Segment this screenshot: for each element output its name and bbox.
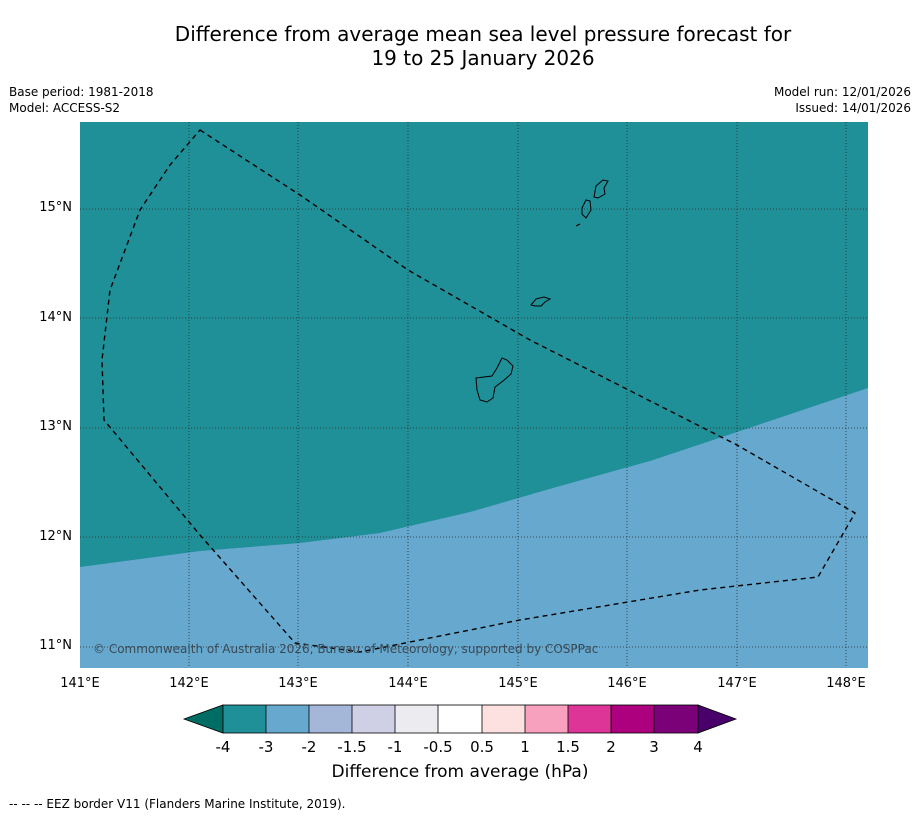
meta-left: Base period: 1981-2018 Model: ACCESS-S2: [9, 84, 154, 116]
colorbar-tick: 1: [520, 738, 530, 756]
title-line-2: 19 to 25 January 2026: [371, 46, 595, 70]
colorbar-bin-0-5-to-1: [482, 705, 525, 733]
model-run-text: Model run: 12/01/2026: [773, 85, 911, 99]
colorbar-tick: 4: [693, 738, 703, 756]
colorbar-bin-3-to-4: [654, 705, 698, 733]
colorbar-bin-minus4-to-minus3: [223, 705, 266, 733]
lat-label-14n: 14°N: [39, 310, 72, 325]
lon-label-144e: 144°E: [388, 676, 428, 691]
lon-label-147e: 147°E: [717, 676, 757, 691]
colorbar-bin-1-5-to-2: [568, 705, 611, 733]
colorbar-tick: -3: [258, 738, 274, 756]
lat-label-11n: 11°N: [39, 638, 72, 653]
eez-border: [101, 129, 856, 653]
meta-right: Model run: 12/01/2026 Issued: 14/01/2026: [774, 84, 911, 116]
tinian-island: [581, 199, 592, 219]
lat-label-13n: 13°N: [39, 419, 72, 434]
saipan-island: [593, 179, 609, 199]
colorbar-tick: 1.5: [556, 738, 580, 756]
colorbar-bin-minus2-to-minus1-5: [309, 705, 352, 733]
lon-label-141e: 141°E: [60, 676, 100, 691]
colorbar-tick: 0.5: [470, 738, 494, 756]
colorbar-tick: -1: [387, 738, 403, 756]
base-period-text: Base period: 1981-2018: [9, 85, 154, 99]
colorbar-tick: -4: [215, 738, 231, 756]
lon-label-146e: 146°E: [607, 676, 647, 691]
colorbar-tick: -0.5: [423, 738, 453, 756]
colorbar-bin-minus0-5-to-0-5: [438, 705, 482, 733]
colorbar-bin-minus1-to-minus0-5: [395, 705, 438, 733]
chart-title: Difference from average mean sea level p…: [80, 22, 886, 70]
lon-label-142e: 142°E: [169, 676, 209, 691]
lat-label-15n: 15°N: [39, 200, 72, 215]
aguijan-island: [575, 223, 581, 227]
colorbar-title: Difference from average (hPa): [331, 762, 589, 782]
colorbar-extend-low: [182, 704, 224, 734]
guam-island: [475, 357, 514, 403]
colorbar-bin-minus3-to-minus2: [266, 705, 309, 733]
copyright-text: © Commonwealth of Australia 2026, Bureau…: [93, 642, 598, 656]
pressure-field-minus3-to-minus2: [80, 388, 868, 668]
lon-label-148e: 148°E: [826, 676, 866, 691]
colorbar-bin-1-to-1-5: [525, 705, 568, 733]
colorbar-tick: -1.5: [337, 738, 367, 756]
model-text: Model: ACCESS-S2: [9, 101, 121, 115]
eez-legend-note: -- -- -- EEZ border V11 (Flanders Marine…: [9, 797, 346, 811]
colorbar-tick: -2: [301, 738, 317, 756]
rota-island: [530, 296, 552, 307]
colorbar-tick: 3: [649, 738, 659, 756]
issued-text: Issued: 14/01/2026: [795, 101, 911, 115]
gridlines: [80, 122, 868, 668]
lon-label-145e: 145°E: [498, 676, 538, 691]
colorbar-tick: 2: [606, 738, 616, 756]
lon-label-143e: 143°E: [278, 676, 318, 691]
map-area[interactable]: © Commonwealth of Australia 2026, Bureau…: [80, 122, 868, 668]
title-line-1: Difference from average mean sea level p…: [174, 22, 792, 46]
colorbar-extend-high: [697, 704, 738, 734]
colorbar-bin-minus1-5-to-minus1: [352, 705, 395, 733]
colorbar: [182, 704, 738, 734]
lat-label-12n: 12°N: [39, 529, 72, 544]
colorbar-bin-2-to-3: [611, 705, 654, 733]
